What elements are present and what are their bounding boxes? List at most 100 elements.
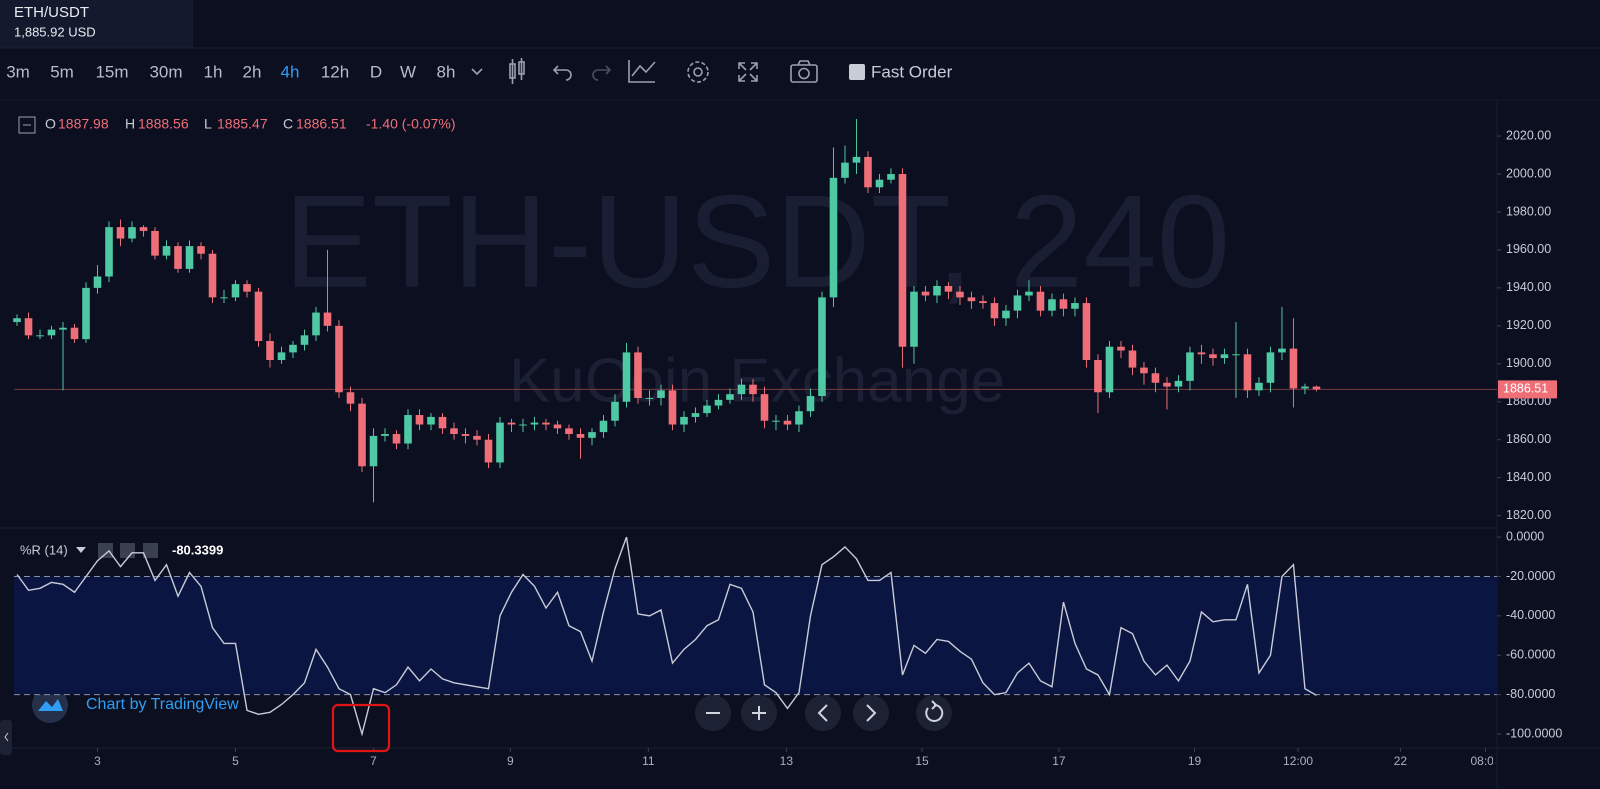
side-panel-toggle[interactable] [0, 720, 12, 755]
candle-body [151, 230, 159, 256]
candle-body [1048, 299, 1056, 311]
candle-body [24, 318, 33, 336]
candle-body [254, 291, 263, 342]
candle-body [47, 329, 56, 336]
candle-body [277, 352, 286, 360]
y-tick-label: 0.0000 [1506, 529, 1544, 543]
candle-body [875, 179, 884, 188]
candle-body [266, 341, 274, 360]
candle-body [887, 174, 895, 180]
candle-body [1036, 291, 1045, 311]
highlight-box [331, 703, 391, 753]
indicator-title: %R (14) [20, 542, 68, 557]
interval[interactable]: 3m [6, 62, 30, 81]
scroll-left[interactable] [805, 695, 841, 731]
indicator-hide[interactable] [98, 543, 113, 558]
x-tick-label: 08:00 [1470, 754, 1500, 768]
candle-body [82, 287, 90, 340]
candle-body [921, 291, 930, 296]
x-tick-label: 9 [507, 754, 514, 768]
interval[interactable]: 8h [437, 62, 456, 81]
candle-body [680, 416, 688, 425]
undo[interactable] [552, 65, 572, 81]
ohlc-value: 1885.47 [217, 116, 268, 132]
zoom-out[interactable] [695, 695, 731, 731]
candle-body [749, 384, 757, 395]
interval[interactable]: 12h [321, 62, 349, 81]
candle-body [588, 432, 596, 438]
candle-body [484, 439, 493, 463]
candle-type-icon[interactable] [509, 58, 525, 84]
interval[interactable]: 15m [95, 62, 128, 81]
interval[interactable]: 5m [50, 62, 74, 81]
interval[interactable]: 30m [149, 62, 182, 81]
candle-body [116, 227, 125, 239]
candle-body [1163, 382, 1171, 387]
branding[interactable]: Chart by TradingView [86, 696, 239, 713]
candle-body [1151, 373, 1160, 383]
interval[interactable]: W [400, 62, 416, 81]
legend-collapse[interactable] [18, 116, 36, 134]
fast-order-label[interactable]: Fast Order [871, 62, 953, 81]
candle-body [691, 413, 700, 417]
ohlc-letter: L [204, 116, 212, 132]
candle-body [645, 397, 654, 399]
indicators[interactable] [628, 60, 656, 83]
candle-body [323, 312, 332, 326]
candle-body [829, 177, 838, 298]
reset-chart[interactable] [916, 695, 952, 731]
interval-menu[interactable] [471, 68, 483, 76]
x-tick-label: 7 [370, 754, 377, 768]
y-tick-label: -40.0000 [1506, 608, 1555, 622]
candle-body [1094, 359, 1102, 393]
ohlc-letter: H [125, 116, 135, 132]
indicator-settings[interactable] [120, 543, 135, 558]
candle-body [1243, 354, 1252, 391]
candle-body [1174, 380, 1183, 387]
candle-body [1071, 303, 1079, 309]
y-tick-label: 1900.00 [1506, 356, 1551, 370]
candle-body [565, 428, 573, 435]
scroll-right[interactable] [853, 695, 889, 731]
candle-body [703, 405, 711, 414]
interval[interactable]: D [370, 62, 382, 81]
settings[interactable] [687, 61, 709, 83]
x-tick-label: 3 [94, 754, 101, 768]
interval[interactable]: 1h [204, 62, 223, 81]
ohlc-value: 1888.56 [138, 116, 189, 132]
screenshot[interactable] [790, 60, 818, 83]
candle-body [795, 411, 803, 425]
indicator-remove[interactable] [143, 543, 158, 558]
candle-body [1197, 352, 1206, 355]
candle-body [461, 434, 470, 436]
candle-body [496, 422, 504, 463]
candle-body [105, 227, 113, 277]
candle-body [530, 422, 539, 425]
indicator-menu[interactable] [76, 547, 86, 553]
candle-body [381, 434, 389, 436]
candle-body [36, 335, 44, 337]
candle-body [1105, 346, 1114, 393]
candle-body [519, 424, 527, 426]
candle-body [473, 435, 481, 440]
candle-body [1220, 354, 1229, 359]
symbol-price: 1,885.92 USD [14, 24, 96, 39]
ohlc-letter: C [283, 116, 293, 132]
y-tick-label: 1860.00 [1506, 432, 1551, 446]
candle-body [128, 227, 136, 239]
interval[interactable]: 2h [243, 62, 262, 81]
fullscreen[interactable] [738, 62, 758, 82]
x-tick-label: 13 [780, 754, 794, 768]
fast-order-checkbox[interactable] [849, 64, 865, 80]
zoom-in[interactable] [741, 695, 777, 731]
interval[interactable]: 4h [281, 62, 300, 81]
x-tick-label: 17 [1052, 754, 1066, 768]
candle-body [760, 394, 769, 421]
candle-body [450, 428, 458, 435]
y-tick-label: -20.0000 [1506, 569, 1555, 583]
x-tick-label: 15 [915, 754, 929, 768]
redo[interactable] [592, 65, 612, 81]
candle-body [772, 420, 780, 422]
candle-body [174, 246, 182, 269]
